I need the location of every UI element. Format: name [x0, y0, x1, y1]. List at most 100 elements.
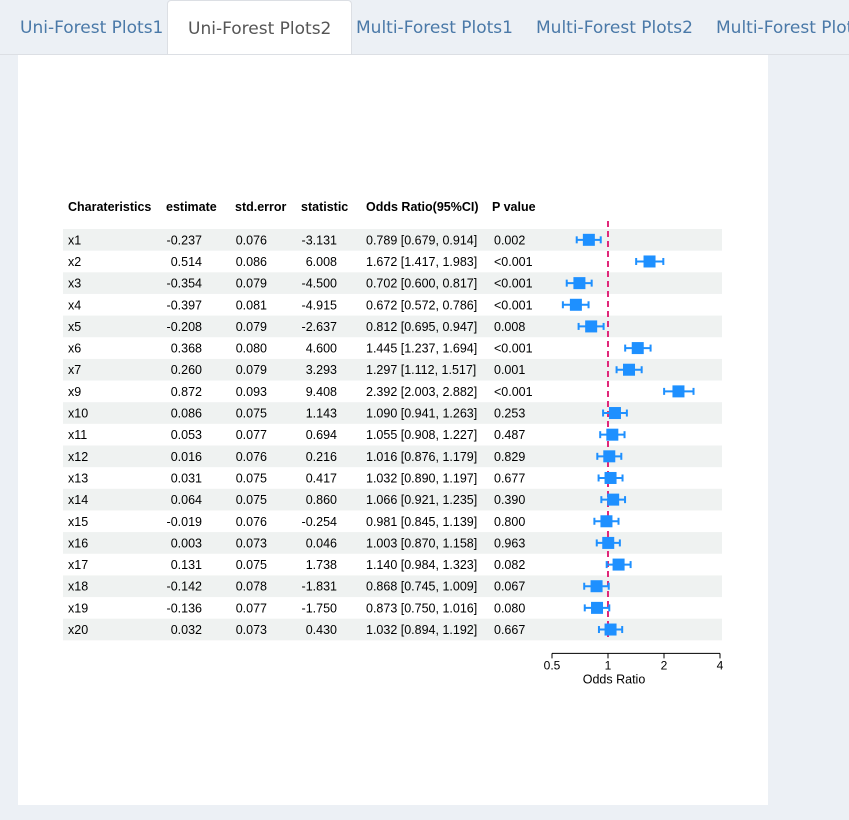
cell-p-value: 0.677 [494, 471, 525, 485]
cell-statistic: 0.046 [306, 536, 337, 550]
cell-statistic: 0.860 [306, 493, 337, 507]
cell-variable: x4 [68, 298, 81, 312]
tab-uni-forest-plots1[interactable]: Uni-Forest Plots1 [20, 18, 164, 38]
point-estimate [590, 580, 603, 593]
row-stripe [63, 575, 722, 598]
cell-std-error: 0.075 [236, 558, 267, 572]
tab-uni-forest-plots2[interactable]: Uni-Forest Plots2 [167, 0, 353, 54]
cell-std-error: 0.080 [236, 342, 267, 356]
column-header: Odds Ratio(95%CI) [366, 200, 479, 214]
point-estimate [604, 471, 617, 484]
row-stripe [63, 315, 722, 338]
cell-variable: x13 [68, 471, 88, 485]
cell-statistic: -4.915 [302, 298, 337, 312]
cell-variable: x9 [68, 385, 81, 399]
tab-content-panel: Charateristics estimate std.error statistic… [18, 55, 768, 805]
cell-p-value: 0.487 [494, 428, 525, 442]
cell-p-value: 0.002 [494, 233, 525, 247]
cell-std-error: 0.075 [236, 471, 267, 485]
cell-statistic: 0.216 [306, 450, 337, 464]
cell-odds-ratio-ci: 1.090 [0.941, 1.263] [366, 407, 477, 421]
cell-std-error: 0.077 [236, 428, 267, 442]
point-estimate [569, 298, 582, 311]
cell-odds-ratio-ci: 2.392 [2.003, 2.882] [366, 385, 477, 399]
cell-variable: x17 [68, 558, 88, 572]
cell-p-value: 0.008 [494, 320, 525, 334]
cell-p-value: 0.080 [494, 601, 525, 615]
cell-variable: x7 [68, 363, 81, 377]
cell-p-value: 0.082 [494, 558, 525, 572]
cell-odds-ratio-ci: 1.445 [1.237, 1.694] [366, 342, 477, 356]
cell-statistic: 4.600 [306, 342, 337, 356]
cell-statistic: 3.293 [306, 363, 337, 377]
point-estimate [602, 536, 615, 549]
cell-statistic: 0.417 [306, 471, 337, 485]
cell-statistic: 6.008 [306, 255, 337, 269]
cell-variable: x3 [68, 277, 81, 291]
point-estimate [582, 233, 595, 246]
cell-odds-ratio-ci: 0.981 [0.845, 1.139] [366, 515, 477, 529]
row-stripe [63, 532, 722, 554]
tab-multi-forest-plots1[interactable]: Multi-Forest Plots1 [356, 18, 513, 38]
cell-std-error: 0.079 [236, 363, 267, 377]
cell-odds-ratio-ci: 1.003 [0.870, 1.158] [366, 536, 477, 550]
cell-p-value: <0.001 [494, 255, 533, 269]
cell-statistic: 1.143 [306, 407, 337, 421]
cell-odds-ratio-ci: 0.672 [0.572, 0.786] [366, 298, 477, 312]
cell-odds-ratio-ci: 0.789 [0.679, 0.914] [366, 233, 477, 247]
cell-std-error: 0.078 [236, 580, 267, 594]
cell-std-error: 0.076 [236, 450, 267, 464]
x-axis-tick-label: 2 [661, 658, 668, 672]
x-axis-label: Odds Ratio [583, 672, 646, 686]
cell-variable: x15 [68, 515, 88, 529]
point-estimate [606, 428, 619, 441]
point-estimate [608, 407, 621, 420]
cell-variable: x14 [68, 493, 88, 507]
cell-std-error: 0.076 [236, 515, 267, 529]
row-stripe [63, 229, 722, 251]
cell-estimate: 0.003 [171, 536, 202, 550]
cell-p-value: 0.667 [494, 623, 525, 637]
row-stripe [63, 445, 722, 468]
cell-variable: x5 [68, 320, 81, 334]
cell-std-error: 0.077 [236, 601, 267, 615]
cell-std-error: 0.093 [236, 385, 267, 399]
cell-odds-ratio-ci: 0.873 [0.750, 1.016] [366, 601, 477, 615]
point-estimate [573, 277, 586, 290]
point-estimate [591, 601, 604, 614]
cell-odds-ratio-ci: 1.032 [0.890, 1.197] [366, 471, 477, 485]
x-axis-tick-label: 4 [717, 658, 724, 672]
cell-std-error: 0.076 [236, 233, 267, 247]
tab-multi-forest-plots3[interactable]: Multi-Forest Plots3 [716, 18, 849, 38]
cell-variable: x12 [68, 450, 88, 464]
cell-variable: x16 [68, 536, 88, 550]
point-estimate [604, 623, 617, 636]
cell-estimate: -0.397 [167, 298, 202, 312]
cell-estimate: -0.237 [167, 233, 202, 247]
forest-plot: Charateristics estimate std.error statistic… [63, 200, 724, 686]
cell-estimate: 0.131 [171, 558, 202, 572]
cell-p-value: 0.001 [494, 363, 525, 377]
cell-statistic: 0.430 [306, 623, 337, 637]
cell-p-value: 0.800 [494, 515, 525, 529]
cell-estimate: 0.260 [171, 363, 202, 377]
point-estimate [603, 450, 616, 463]
cell-statistic: -1.750 [302, 601, 337, 615]
cell-p-value: <0.001 [494, 385, 533, 399]
cell-odds-ratio-ci: 1.066 [0.921, 1.235] [366, 493, 477, 507]
cell-estimate: -0.142 [167, 580, 202, 594]
cell-estimate: -0.354 [167, 277, 202, 291]
row-stripe [63, 358, 722, 381]
cell-std-error: 0.075 [236, 407, 267, 421]
tab-multi-forest-plots2[interactable]: Multi-Forest Plots2 [536, 18, 693, 38]
point-estimate [600, 515, 613, 528]
cell-statistic: -4.500 [302, 277, 337, 291]
cell-variable: x18 [68, 580, 88, 594]
column-header: std.error [235, 200, 287, 214]
cell-statistic: -2.637 [302, 320, 337, 334]
column-header: P value [492, 200, 536, 214]
cell-estimate: -0.136 [167, 601, 202, 615]
cell-statistic: -3.131 [302, 233, 337, 247]
cell-std-error: 0.079 [236, 320, 267, 334]
cell-p-value: <0.001 [494, 277, 533, 291]
